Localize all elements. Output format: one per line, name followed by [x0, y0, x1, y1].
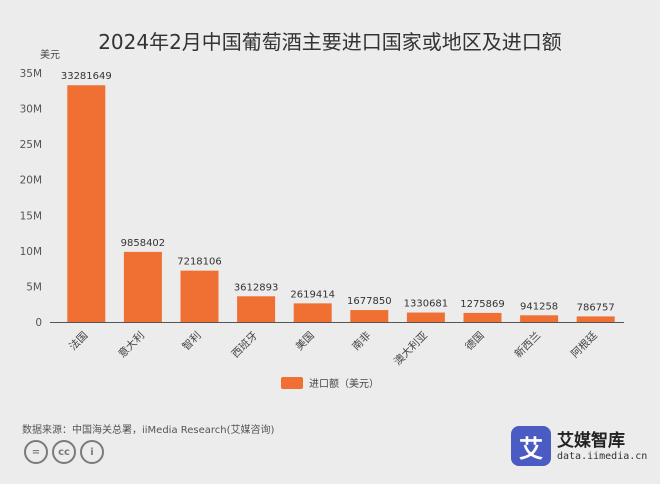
bar: [350, 310, 389, 322]
brand: 艾 艾媒智库 data.iimedia.cn: [511, 426, 647, 466]
data-label: 786757: [577, 302, 615, 313]
y-tick-label: 25M: [20, 139, 42, 151]
data-label: 1275869: [460, 299, 505, 310]
y-tick-label: 0: [35, 317, 42, 329]
data-label: 941258: [520, 301, 558, 312]
brand-name: 艾媒智库: [557, 430, 625, 451]
bar: [123, 251, 162, 322]
y-tick-label: 10M: [20, 246, 42, 258]
x-tick-label: 西班牙: [229, 330, 260, 361]
x-tick-label: 意大利: [116, 329, 147, 360]
y-tick-label: 30M: [20, 104, 42, 116]
x-tick-label: 南非: [349, 329, 373, 353]
x-tick-label: 德国: [463, 329, 487, 353]
cc-nd-icon: =: [24, 440, 48, 464]
x-tick-label: 阿根廷: [568, 329, 600, 361]
bar: [180, 270, 219, 322]
data-source: 数据来源：中国海关总署，iiMedia Research(艾媒咨询): [22, 425, 275, 436]
bar: [237, 296, 276, 322]
x-tick-label: 澳大利亚: [391, 329, 430, 368]
license-icons: = cc i: [24, 440, 104, 464]
data-label: 2619414: [290, 289, 335, 300]
bar: [520, 315, 559, 322]
data-label: 1330681: [404, 299, 449, 310]
chart-title: 2024年2月中国葡萄酒主要进口国家或地区及进口额: [98, 30, 562, 54]
x-tick-label: 智利: [180, 329, 204, 353]
y-tick-label: 20M: [20, 175, 42, 187]
y-tick-label: 35M: [20, 68, 42, 80]
legend-label: 进口额（美元）: [309, 379, 379, 390]
x-tick-label: 法国: [66, 329, 90, 353]
y-tick-label: 15M: [20, 210, 42, 222]
legend: 进口额（美元）: [281, 375, 379, 390]
data-label: 33281649: [61, 71, 112, 82]
bar: [293, 303, 332, 322]
bar-chart: 美元 0 5M 10M 15M 20M 25M 30M 35M 33281649 法国 9858402…: [20, 48, 624, 368]
y-axis-label: 美元: [40, 48, 60, 61]
cc-icon: cc: [52, 440, 76, 464]
data-label: 9858402: [121, 238, 166, 249]
brand-logo-icon: 艾: [511, 426, 551, 466]
data-label: 1677850: [347, 296, 392, 307]
bar: [463, 312, 502, 322]
legend-swatch: [281, 376, 303, 389]
bar: [406, 312, 445, 322]
data-label: 3612893: [234, 282, 279, 293]
x-tick-label: 美国: [293, 329, 317, 353]
bar: [576, 316, 615, 322]
x-tick-label: 新西兰: [512, 329, 543, 360]
bar: [67, 85, 106, 322]
cc-by-icon: i: [80, 440, 104, 464]
y-tick-label: 5M: [26, 281, 42, 293]
data-label: 7218106: [177, 257, 222, 268]
brand-url: data.iimedia.cn: [557, 450, 648, 462]
